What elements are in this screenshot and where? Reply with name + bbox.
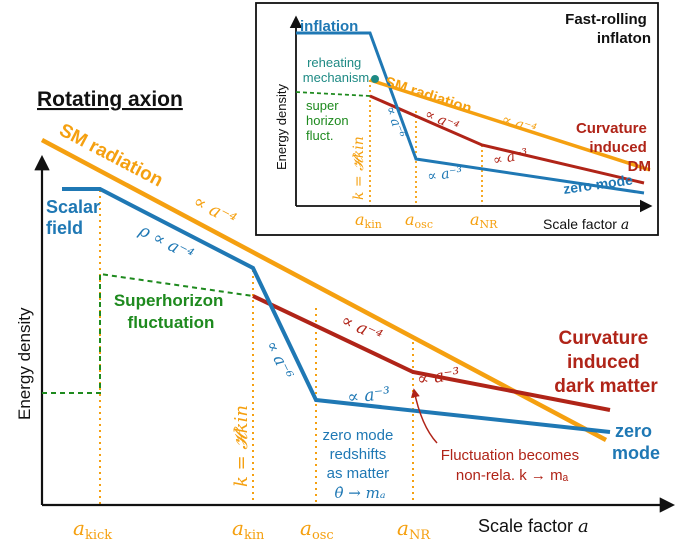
main-curvature-dm-line: [252, 294, 611, 412]
main-curvature-dm-label: Curvature induced dark matter: [554, 328, 658, 397]
inset-inflation-line: [296, 31, 645, 195]
inset-a3-scaling-label: ∝ a⁻³: [426, 164, 464, 185]
inset-curvature-dm-line: [369, 94, 645, 185]
main-a6-scaling-label: ∝ a⁻⁶: [262, 337, 297, 382]
tick-a-osc: aosc: [300, 516, 334, 543]
inset-superhorizon-line: [295, 91, 371, 97]
main-superhorizon-label: Superhorizon fluctuation: [114, 291, 228, 332]
main-y-axis-label: Energy density: [15, 307, 34, 420]
main-red-a3-scaling-label: ∝ a⁻³: [416, 364, 461, 390]
inset-sm-radiation-line: [369, 78, 651, 172]
main-tick-labels: akick akin aosc aNR: [73, 516, 431, 543]
inset-inflation-label: inflation: [300, 18, 358, 35]
inset-k-label: k = 𝓗kin: [351, 136, 367, 200]
inset-reheating-label: reheating mechanism: [303, 55, 369, 85]
inset-red-a3-scaling-label: ∝ a⁻³: [492, 146, 530, 169]
main-title: Rotating axion: [37, 88, 183, 111]
inset-tick-guides: [369, 80, 483, 206]
tick-a-kick: akick: [73, 516, 112, 543]
main-superhorizon-line: [42, 272, 254, 394]
fluct-arrow: [411, 388, 438, 444]
inset-y-axis-label: Energy density: [274, 84, 289, 170]
main-x-axis-label: Scale factor a: [478, 516, 589, 537]
inset-title: Fast-rolling inflaton: [565, 11, 651, 47]
main-scalar-field-line: [62, 187, 611, 434]
main-scalar-field-label: Scalar field: [46, 197, 105, 238]
main-zero-mode-label: zero mode: [612, 421, 660, 463]
main-zero-mode-note: zero mode redshifts as matter θ̇ → mₐ: [322, 427, 397, 502]
inset-frame: [255, 2, 659, 236]
main-fluct-note: Fluctuation becomes non-rela. k → mₐ: [441, 447, 584, 484]
tick-a-kin: akin: [232, 516, 265, 543]
inset-x-axis-label: Scale factor a: [543, 216, 629, 233]
tick-a-nr: aNR: [397, 516, 431, 543]
inset-curvature-dm-label: Curvature induced DM: [576, 120, 651, 175]
main-k-label: k = 𝓗kin: [231, 405, 252, 487]
inset-super-label: super horizon fluct.: [306, 98, 352, 143]
main-rho-scaling-label: ρ ∝ a⁻⁴: [135, 220, 197, 265]
main-a3-scaling-label: ∝ a⁻³: [346, 384, 391, 408]
inset-reheating-dot: [371, 75, 379, 83]
